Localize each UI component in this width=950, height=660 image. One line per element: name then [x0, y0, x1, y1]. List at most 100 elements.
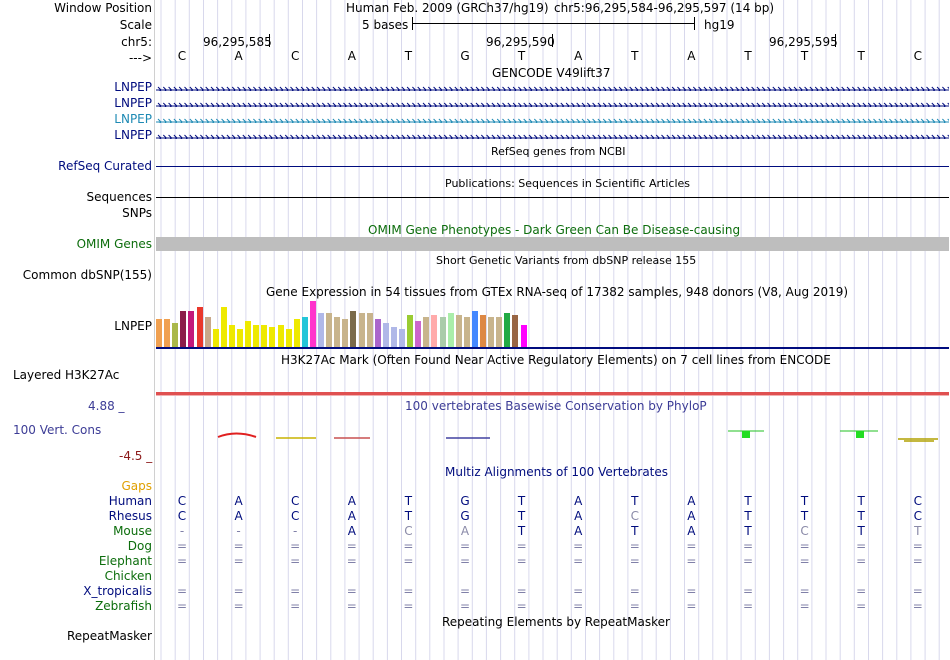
gencode-transcript[interactable]: [156, 83, 949, 91]
species-label[interactable]: Mouse: [113, 524, 152, 538]
gtex-bar[interactable]: [212, 329, 219, 347]
gtex-bar[interactable]: [350, 311, 357, 347]
h3k27-title: H3K27Ac Mark (Often Found Near Active Re…: [281, 353, 831, 367]
gtex-bar[interactable]: [293, 319, 300, 347]
aligned-base: =: [799, 554, 810, 568]
gtex-bar[interactable]: [334, 317, 341, 347]
ruler-base: T: [744, 49, 752, 63]
omim-feature[interactable]: [156, 237, 949, 251]
gencode-transcript[interactable]: [156, 131, 949, 139]
scale-text: 5 bases: [362, 18, 409, 32]
gtex-bar[interactable]: [228, 325, 235, 347]
gencode-transcript[interactable]: [156, 115, 949, 123]
aligned-base: T: [517, 494, 526, 508]
gtex-bar[interactable]: [253, 325, 260, 347]
gtex-bar[interactable]: [504, 313, 511, 347]
species-label[interactable]: Zebrafish: [95, 599, 152, 613]
aligned-base: =: [403, 539, 414, 553]
gtex-bar[interactable]: [496, 317, 503, 347]
gtex-bar[interactable]: [431, 315, 438, 347]
h3k27-label[interactable]: Layered H3K27Ac: [13, 368, 120, 382]
gtex-bar[interactable]: [439, 317, 446, 347]
gtex-bar[interactable]: [245, 321, 252, 347]
gtex-bar[interactable]: [180, 311, 187, 347]
species-label[interactable]: X_tropicalis: [83, 584, 152, 598]
snps-label[interactable]: SNPs: [122, 206, 152, 220]
gtex-bar[interactable]: [455, 315, 462, 347]
chrom-label: chr5:: [121, 35, 152, 49]
gtex-bar[interactable]: [261, 325, 268, 347]
aligned-base: C: [913, 494, 922, 508]
gencode-label[interactable]: LNPEP: [114, 112, 152, 126]
refseq-line[interactable]: [156, 166, 949, 167]
gtex-bar[interactable]: [220, 307, 227, 347]
gtex-bar[interactable]: [471, 311, 478, 347]
aligned-base: T: [744, 494, 752, 508]
h3k27-signal[interactable]: [156, 392, 949, 395]
gencode-label[interactable]: LNPEP: [114, 96, 152, 110]
repeat-title: Repeating Elements by RepeatMasker: [442, 615, 670, 629]
gencode-transcript[interactable]: [156, 99, 949, 107]
gtex-bar[interactable]: [512, 315, 519, 347]
assembly-title: Human Feb. 2009 (GRCh37/hg19): [346, 1, 549, 15]
gtex-bar[interactable]: [374, 319, 381, 347]
species-label[interactable]: Chicken: [104, 569, 152, 583]
gtex-bar[interactable]: [358, 313, 365, 347]
gtex-bar[interactable]: [326, 313, 333, 347]
gtex-bar[interactable]: [407, 315, 414, 347]
gtex-bar[interactable]: [156, 319, 162, 347]
gtex-bar[interactable]: [390, 327, 397, 347]
gtex-label[interactable]: LNPEP: [114, 319, 152, 333]
gtex-bar[interactable]: [172, 323, 179, 347]
gtex-bar-chart[interactable]: [156, 300, 556, 347]
species-label[interactable]: Human: [108, 494, 152, 508]
gtex-bar[interactable]: [415, 321, 422, 347]
ruler-base: A: [347, 49, 356, 63]
gtex-bar[interactable]: [480, 315, 486, 347]
dbsnp-label[interactable]: Common dbSNP(155): [22, 268, 152, 282]
omim-label[interactable]: OMIM Genes: [76, 237, 152, 251]
gtex-bar[interactable]: [447, 313, 454, 347]
position-readout[interactable]: chr5:96,295,584-96,295,597 (14 bp): [554, 1, 775, 15]
gtex-bar[interactable]: [520, 325, 527, 347]
gtex-bar[interactable]: [309, 301, 316, 347]
species-label[interactable]: Rhesus: [108, 509, 152, 523]
gtex-bar[interactable]: [423, 317, 430, 347]
gtex-bar[interactable]: [204, 317, 211, 347]
gtex-bar[interactable]: [188, 311, 195, 347]
repeat-label[interactable]: RepeatMasker: [66, 629, 152, 643]
gtex-bar[interactable]: [382, 323, 389, 347]
gtex-bar[interactable]: [285, 329, 292, 347]
refseq-label[interactable]: RefSeq Curated: [58, 159, 152, 173]
ruler-base: T: [857, 49, 865, 63]
gtex-bar[interactable]: [366, 313, 373, 347]
aligned-base: T: [914, 524, 922, 538]
gaps-label[interactable]: Gaps: [121, 479, 152, 493]
gtex-bar[interactable]: [196, 307, 203, 347]
gtex-bar[interactable]: [269, 327, 276, 347]
gencode-label[interactable]: LNPEP: [114, 128, 152, 142]
aligned-base: =: [176, 554, 188, 568]
aligned-base: -: [179, 524, 185, 538]
coord-tick: 96,295,585: [203, 35, 272, 49]
gencode-label[interactable]: LNPEP: [114, 80, 152, 94]
sequences-label[interactable]: Sequences: [86, 190, 152, 204]
aligned-base: =: [573, 584, 584, 598]
gtex-bar[interactable]: [318, 313, 324, 347]
gtex-bar[interactable]: [301, 317, 308, 347]
phylop-signal[interactable]: [156, 420, 949, 450]
gtex-bar[interactable]: [164, 319, 171, 347]
publications-line[interactable]: [156, 197, 949, 198]
gtex-bar[interactable]: [463, 317, 470, 347]
aligned-base: =: [912, 554, 923, 568]
phylop-label[interactable]: 100 Vert. Cons: [13, 423, 102, 437]
aligned-base: =: [290, 539, 301, 553]
species-label[interactable]: Dog: [127, 539, 152, 553]
aligned-base: A: [687, 494, 696, 508]
gtex-bar[interactable]: [488, 317, 495, 347]
gtex-bar[interactable]: [342, 319, 349, 347]
gtex-bar[interactable]: [277, 325, 284, 347]
gtex-bar[interactable]: [237, 329, 243, 347]
species-label[interactable]: Elephant: [98, 554, 152, 568]
gtex-bar[interactable]: [399, 329, 405, 347]
